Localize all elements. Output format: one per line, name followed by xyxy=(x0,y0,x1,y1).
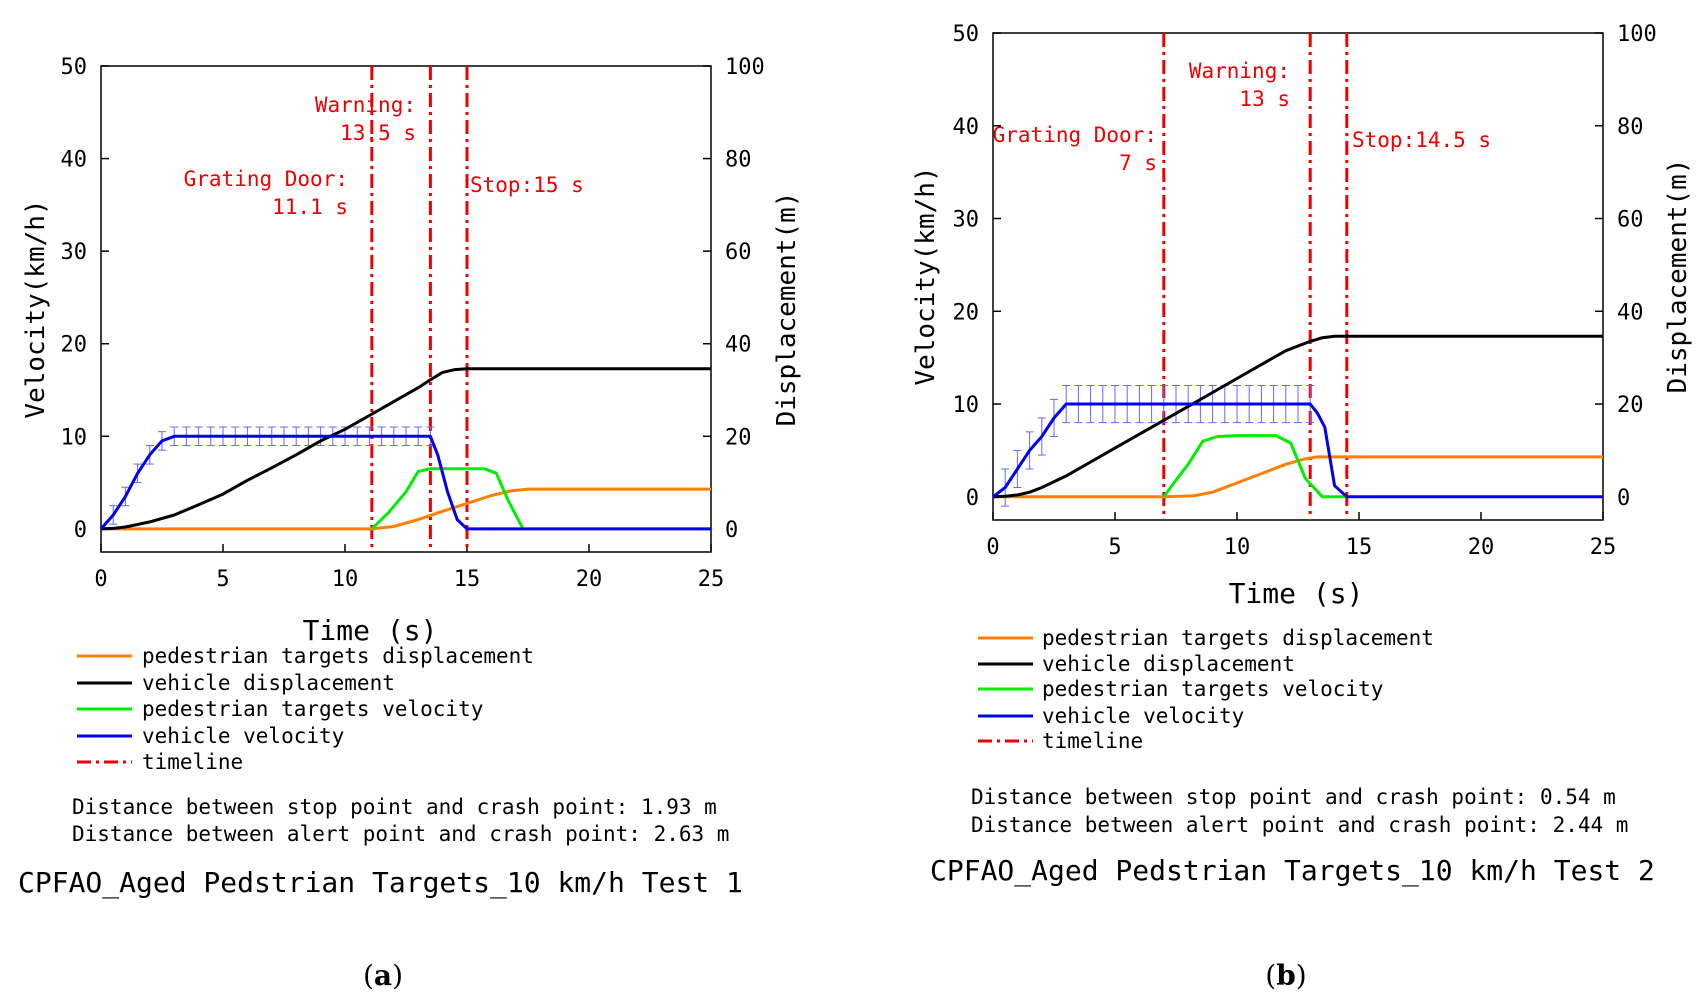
timelines-a xyxy=(370,66,469,552)
y-right-tick-label: 0 xyxy=(1617,486,1630,511)
x-axis-b: 0 5 10 15 20 25 xyxy=(986,512,1616,560)
x-tick-label: 0 xyxy=(986,535,999,560)
legend-label-timeline-b: timeline xyxy=(1042,729,1143,753)
legend-a: pedestrian targets displacement vehicle … xyxy=(77,644,534,774)
y-right-tick-label: 100 xyxy=(1617,22,1657,47)
x-tick-label: 5 xyxy=(1108,535,1121,560)
y-right-tick-label: 100 xyxy=(725,55,765,80)
y-axis-left-a: 0 10 20 30 40 50 xyxy=(61,55,109,543)
legend-label-vehicle-velocity-b: vehicle velocity xyxy=(1042,704,1244,728)
legend-label-pedestrian-velocity-b: pedestrian targets velocity xyxy=(1042,677,1383,701)
panel-a: 0 5 10 15 20 25 0 10 20 30 40 50 0 20 40 60 80 100 Warn… xyxy=(18,55,802,992)
timelines-b xyxy=(1162,33,1349,520)
legend-label-pedestrian-velocity-a: pedestrian targets velocity xyxy=(142,697,483,721)
y-axis-right-b: 0 20 40 60 80 100 xyxy=(1595,22,1657,511)
plot-area-frame-b xyxy=(992,32,1604,521)
panel-b: 0 5 10 15 20 25 0 10 20 30 40 50 0 20 40 60 80 100 Warn… xyxy=(911,22,1693,992)
y-right-tick-label: 60 xyxy=(725,240,752,265)
y-left-tick-label: 40 xyxy=(953,115,980,140)
y-right-tick-label: 0 xyxy=(725,518,738,543)
series-pedestrian-targets-velocity-a xyxy=(370,467,525,530)
y-left-tick-label: 40 xyxy=(61,148,88,173)
series-vehicle-velocity-a xyxy=(99,434,711,531)
note-stop-distance-b: Distance between stop point and crash po… xyxy=(971,785,1616,809)
timeline-annotation: Stop:14.5 s xyxy=(1352,128,1491,152)
y-axis-right-a: 0 20 40 60 80 100 xyxy=(703,55,765,543)
legend-label-pedestrian-displacement-b: pedestrian targets displacement xyxy=(1042,626,1434,650)
y-right-tick-label: 20 xyxy=(1617,393,1644,418)
y-left-tick-label: 20 xyxy=(61,333,88,358)
panel-title-a: CPFAO_Aged Pedstrian Targets_10 km/h Tes… xyxy=(18,866,743,900)
x-tick-label: 10 xyxy=(332,567,359,592)
timeline-annotations-a: Warning: 13.5 s Grating Door: 11.1 s Stop:15… xyxy=(184,93,584,219)
y-left-tick-label: 30 xyxy=(953,208,980,233)
series-pedestrian-targets-displacement-b xyxy=(993,455,1603,499)
series-vehicle-displacement-b xyxy=(992,334,1603,499)
y-right-tick-label: 40 xyxy=(725,333,752,358)
x-tick-label: 25 xyxy=(698,567,725,592)
y-left-tick-label: 30 xyxy=(61,240,88,265)
x-axis-label-a: Time (s) xyxy=(303,614,438,647)
y-axis-right-label-a: Displacement(m) xyxy=(772,192,802,427)
y-right-tick-label: 40 xyxy=(1617,300,1644,325)
x-tick-label: 5 xyxy=(216,567,229,592)
y-left-tick-label: 10 xyxy=(953,393,980,418)
y-left-tick-label: 50 xyxy=(953,22,980,47)
x-tick-label: 20 xyxy=(576,567,603,592)
x-axis-label-b: Time (s) xyxy=(1229,577,1364,610)
y-right-tick-label: 80 xyxy=(725,148,752,173)
note-alert-distance-b: Distance between alert point and crash p… xyxy=(971,813,1628,837)
legend-label-vehicle-displacement-a: vehicle displacement xyxy=(142,671,395,695)
y-axis-right-label-b: Displacement(m) xyxy=(1663,159,1693,394)
y-axis-left-b: 0 10 20 30 40 50 xyxy=(953,22,1001,511)
series-lines-a xyxy=(99,367,711,531)
timeline-annotation: Warning: 13.5 s xyxy=(315,93,416,145)
y-axis-left-label-a: Velocity(km/h) xyxy=(21,199,51,418)
y-left-tick-label: 0 xyxy=(74,518,87,543)
x-tick-label: 10 xyxy=(1224,535,1251,560)
y-right-tick-label: 60 xyxy=(1617,208,1644,233)
plot-area-frame-a xyxy=(100,65,712,553)
note-stop-distance-a: Distance between stop point and crash po… xyxy=(72,795,717,819)
legend-label-timeline-a: timeline xyxy=(142,750,243,774)
y-left-tick-label: 0 xyxy=(966,486,979,511)
timeline-annotation: Grating Door: 7 s xyxy=(993,123,1157,175)
series-pedestrian-targets-displacement-a xyxy=(101,487,711,531)
panel-title-b: CPFAO_Aged Pedstrian Targets_10 km/h Tes… xyxy=(930,854,1655,888)
series-pedestrian-targets-velocity-b xyxy=(1162,434,1347,499)
timeline-annotation: Warning: 13 s xyxy=(1189,59,1290,111)
note-alert-distance-a: Distance between alert point and crash p… xyxy=(72,822,729,846)
timeline-annotation: Grating Door: 11.1 s xyxy=(184,167,348,219)
x-tick-label: 25 xyxy=(1590,535,1617,560)
x-tick-label: 15 xyxy=(1346,535,1373,560)
y-right-tick-label: 80 xyxy=(1617,115,1644,140)
legend-b: pedestrian targets displacement vehicle … xyxy=(978,626,1434,753)
y-left-tick-label: 20 xyxy=(953,300,980,325)
panel-label-a: (a) xyxy=(363,959,403,992)
timeline-annotation: Stop:15 s xyxy=(470,173,584,197)
series-vehicle-velocity-b xyxy=(992,402,1603,499)
panel-letter-a: a xyxy=(374,959,392,992)
x-tick-label: 15 xyxy=(454,567,481,592)
y-left-tick-label: 10 xyxy=(61,425,88,450)
legend-label-vehicle-displacement-b: vehicle displacement xyxy=(1042,652,1295,676)
timeline-annotations-b: Warning: 13 s Grating Door: 7 s Stop:14.5 s xyxy=(993,59,1491,175)
x-axis-a: 0 5 10 15 20 25 xyxy=(94,544,724,592)
legend-label-vehicle-velocity-a: vehicle velocity xyxy=(142,724,344,748)
panel-letter-b: b xyxy=(1276,959,1296,992)
series-lines-b xyxy=(992,334,1603,499)
y-left-tick-label: 50 xyxy=(61,55,88,80)
y-right-tick-label: 20 xyxy=(725,425,752,450)
x-tick-label: 0 xyxy=(94,567,107,592)
legend-label-pedestrian-displacement-a: pedestrian targets displacement xyxy=(142,644,534,668)
vehicle-velocity-error-bars-a xyxy=(109,426,435,525)
x-tick-label: 20 xyxy=(1468,535,1495,560)
y-axis-left-label-b: Velocity(km/h) xyxy=(911,166,941,385)
series-vehicle-displacement-a xyxy=(100,367,711,531)
panel-label-b: (b) xyxy=(1265,959,1306,992)
